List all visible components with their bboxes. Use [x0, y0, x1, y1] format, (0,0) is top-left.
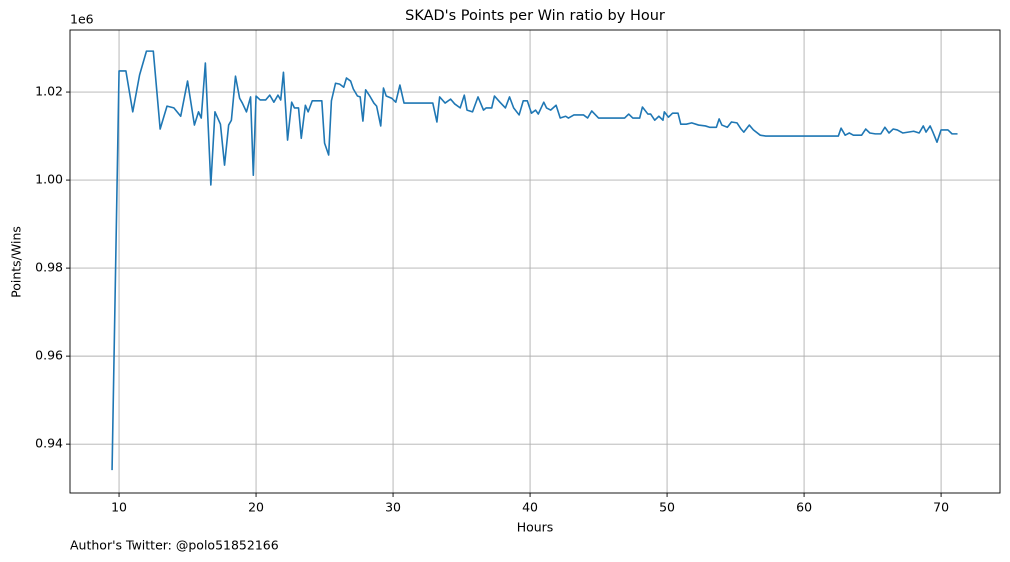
x-tick-label: 60 [796, 500, 812, 515]
x-tick-label: 70 [933, 500, 949, 515]
x-tick-label: 20 [248, 500, 264, 515]
y-offset-label: 1e6 [70, 12, 94, 27]
y-tick-label: 0.96 [35, 348, 63, 363]
y-tick-label: 0.94 [35, 436, 63, 451]
x-axis-label: Hours [517, 520, 554, 535]
x-tick-label: 30 [385, 500, 401, 515]
footnote: Author's Twitter: @polo51852166 [70, 538, 279, 553]
y-axis-label: Points/Wins [9, 226, 24, 298]
x-tick-label: 50 [659, 500, 675, 515]
y-tick-label: 1.00 [35, 172, 63, 187]
y-tick-label: 0.98 [35, 260, 63, 275]
plot-frame [69, 29, 1001, 494]
x-tick-label: 10 [111, 500, 127, 515]
y-tick-label: 1.02 [35, 84, 63, 99]
x-tick-label: 40 [522, 500, 538, 515]
chart-title: SKAD's Points per Win ratio by Hour [405, 8, 665, 24]
data-line [111, 50, 958, 471]
